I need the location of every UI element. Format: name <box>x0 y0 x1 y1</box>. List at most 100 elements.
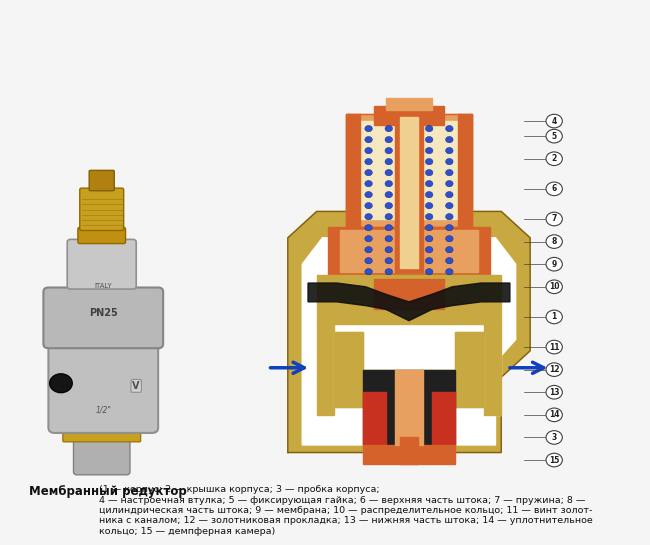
Circle shape <box>446 246 453 253</box>
Polygon shape <box>386 99 432 110</box>
Circle shape <box>425 136 433 143</box>
Circle shape <box>446 203 453 209</box>
Polygon shape <box>317 324 334 415</box>
Circle shape <box>425 235 433 242</box>
Circle shape <box>546 431 562 444</box>
Circle shape <box>446 214 453 220</box>
Polygon shape <box>346 113 473 227</box>
Text: 6: 6 <box>552 184 557 193</box>
FancyBboxPatch shape <box>73 438 130 475</box>
Circle shape <box>385 203 393 209</box>
Circle shape <box>546 212 562 226</box>
Circle shape <box>425 214 433 220</box>
Text: 8: 8 <box>551 237 557 246</box>
Circle shape <box>365 214 372 220</box>
Circle shape <box>546 152 562 166</box>
Circle shape <box>425 246 433 253</box>
Circle shape <box>385 125 393 132</box>
Circle shape <box>425 169 433 176</box>
Circle shape <box>546 257 562 271</box>
Polygon shape <box>374 106 443 125</box>
Circle shape <box>365 246 372 253</box>
Circle shape <box>385 169 393 176</box>
Polygon shape <box>317 275 501 324</box>
Text: 1/2": 1/2" <box>96 406 112 415</box>
Circle shape <box>446 148 453 154</box>
Circle shape <box>446 191 453 198</box>
Circle shape <box>446 125 453 132</box>
Circle shape <box>385 191 393 198</box>
Polygon shape <box>328 227 489 275</box>
Circle shape <box>446 225 453 231</box>
Text: 1: 1 <box>552 312 557 322</box>
Text: 10: 10 <box>549 282 560 291</box>
Circle shape <box>385 214 393 220</box>
Circle shape <box>365 203 372 209</box>
Text: 9: 9 <box>552 259 557 269</box>
Text: 3: 3 <box>552 433 557 442</box>
Circle shape <box>446 136 453 143</box>
Circle shape <box>425 148 433 154</box>
Polygon shape <box>346 113 360 227</box>
Circle shape <box>365 235 372 242</box>
Circle shape <box>446 269 453 275</box>
Text: 11: 11 <box>549 343 560 352</box>
Polygon shape <box>334 332 484 407</box>
Circle shape <box>546 114 562 128</box>
FancyBboxPatch shape <box>80 188 124 231</box>
Circle shape <box>365 269 372 275</box>
Circle shape <box>446 159 453 165</box>
Circle shape <box>546 453 562 467</box>
Circle shape <box>365 191 372 198</box>
Polygon shape <box>334 332 484 407</box>
Polygon shape <box>432 392 455 445</box>
Polygon shape <box>395 370 423 445</box>
Circle shape <box>546 280 562 294</box>
Circle shape <box>425 258 433 264</box>
Circle shape <box>546 129 562 143</box>
Circle shape <box>385 159 393 165</box>
Circle shape <box>546 408 562 422</box>
Polygon shape <box>458 113 473 227</box>
Circle shape <box>446 169 453 176</box>
Polygon shape <box>484 324 501 415</box>
Circle shape <box>546 340 562 354</box>
Circle shape <box>546 385 562 399</box>
Polygon shape <box>363 370 455 445</box>
Circle shape <box>385 148 393 154</box>
FancyBboxPatch shape <box>44 288 163 348</box>
Text: 14: 14 <box>549 410 560 419</box>
Text: 13: 13 <box>549 387 560 397</box>
Text: 4: 4 <box>552 117 557 125</box>
Polygon shape <box>400 438 417 464</box>
Polygon shape <box>288 211 530 452</box>
Circle shape <box>546 310 562 324</box>
Polygon shape <box>302 238 515 445</box>
FancyBboxPatch shape <box>67 239 136 289</box>
Circle shape <box>365 169 372 176</box>
Circle shape <box>546 363 562 377</box>
Text: 15: 15 <box>549 456 560 464</box>
Circle shape <box>385 180 393 187</box>
Polygon shape <box>395 113 423 272</box>
Circle shape <box>425 269 433 275</box>
Circle shape <box>365 136 372 143</box>
Polygon shape <box>363 392 386 445</box>
FancyBboxPatch shape <box>89 171 114 191</box>
Text: 2: 2 <box>552 154 557 164</box>
Circle shape <box>365 148 372 154</box>
Polygon shape <box>317 324 501 415</box>
Circle shape <box>385 136 393 143</box>
FancyBboxPatch shape <box>48 339 158 433</box>
Circle shape <box>365 180 372 187</box>
Circle shape <box>385 269 393 275</box>
Circle shape <box>425 180 433 187</box>
Polygon shape <box>340 231 478 272</box>
Text: V: V <box>133 381 140 391</box>
Circle shape <box>365 258 372 264</box>
Circle shape <box>385 258 393 264</box>
Circle shape <box>365 159 372 165</box>
FancyBboxPatch shape <box>78 227 125 244</box>
Circle shape <box>365 125 372 132</box>
Circle shape <box>365 225 372 231</box>
